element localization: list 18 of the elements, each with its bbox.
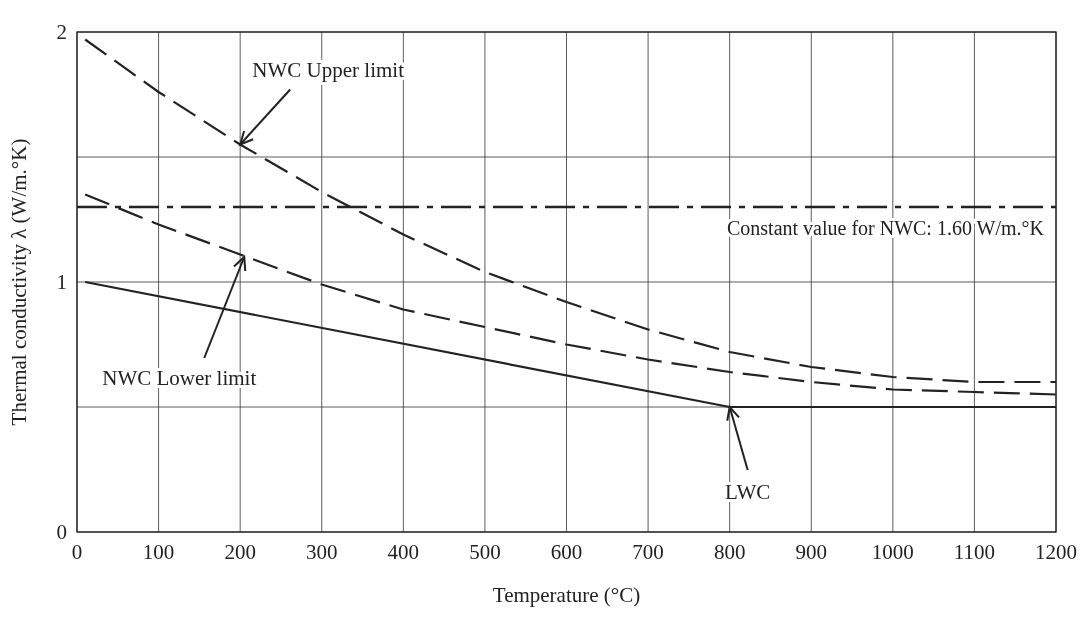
x-tick-label: 700: [632, 540, 664, 564]
y-tick-label: 2: [56, 20, 67, 44]
x-tick-label: 0: [71, 540, 83, 564]
x-tick-label: 500: [469, 540, 501, 564]
x-tick-label: 800: [713, 540, 746, 564]
x-tick-label: 100: [142, 540, 175, 564]
x-tick-label: 400: [387, 540, 420, 564]
y-tick-label: 1: [56, 270, 67, 294]
x-tick-label: 1100: [953, 540, 996, 564]
x-tick-label: 300: [306, 540, 338, 564]
y-axis-title: Thermal conductivity λ (W/m.°K): [7, 138, 31, 426]
x-tick-label: 1000: [871, 540, 914, 564]
x-tick-label: 200: [224, 540, 256, 564]
x-tick-label: 900: [795, 540, 827, 564]
x-axis-title: Temperature (°C): [492, 583, 641, 607]
x-tick-label: 1200: [1035, 540, 1077, 564]
x-tick-label: 600: [550, 540, 583, 564]
y-tick-label: 0: [56, 520, 67, 544]
